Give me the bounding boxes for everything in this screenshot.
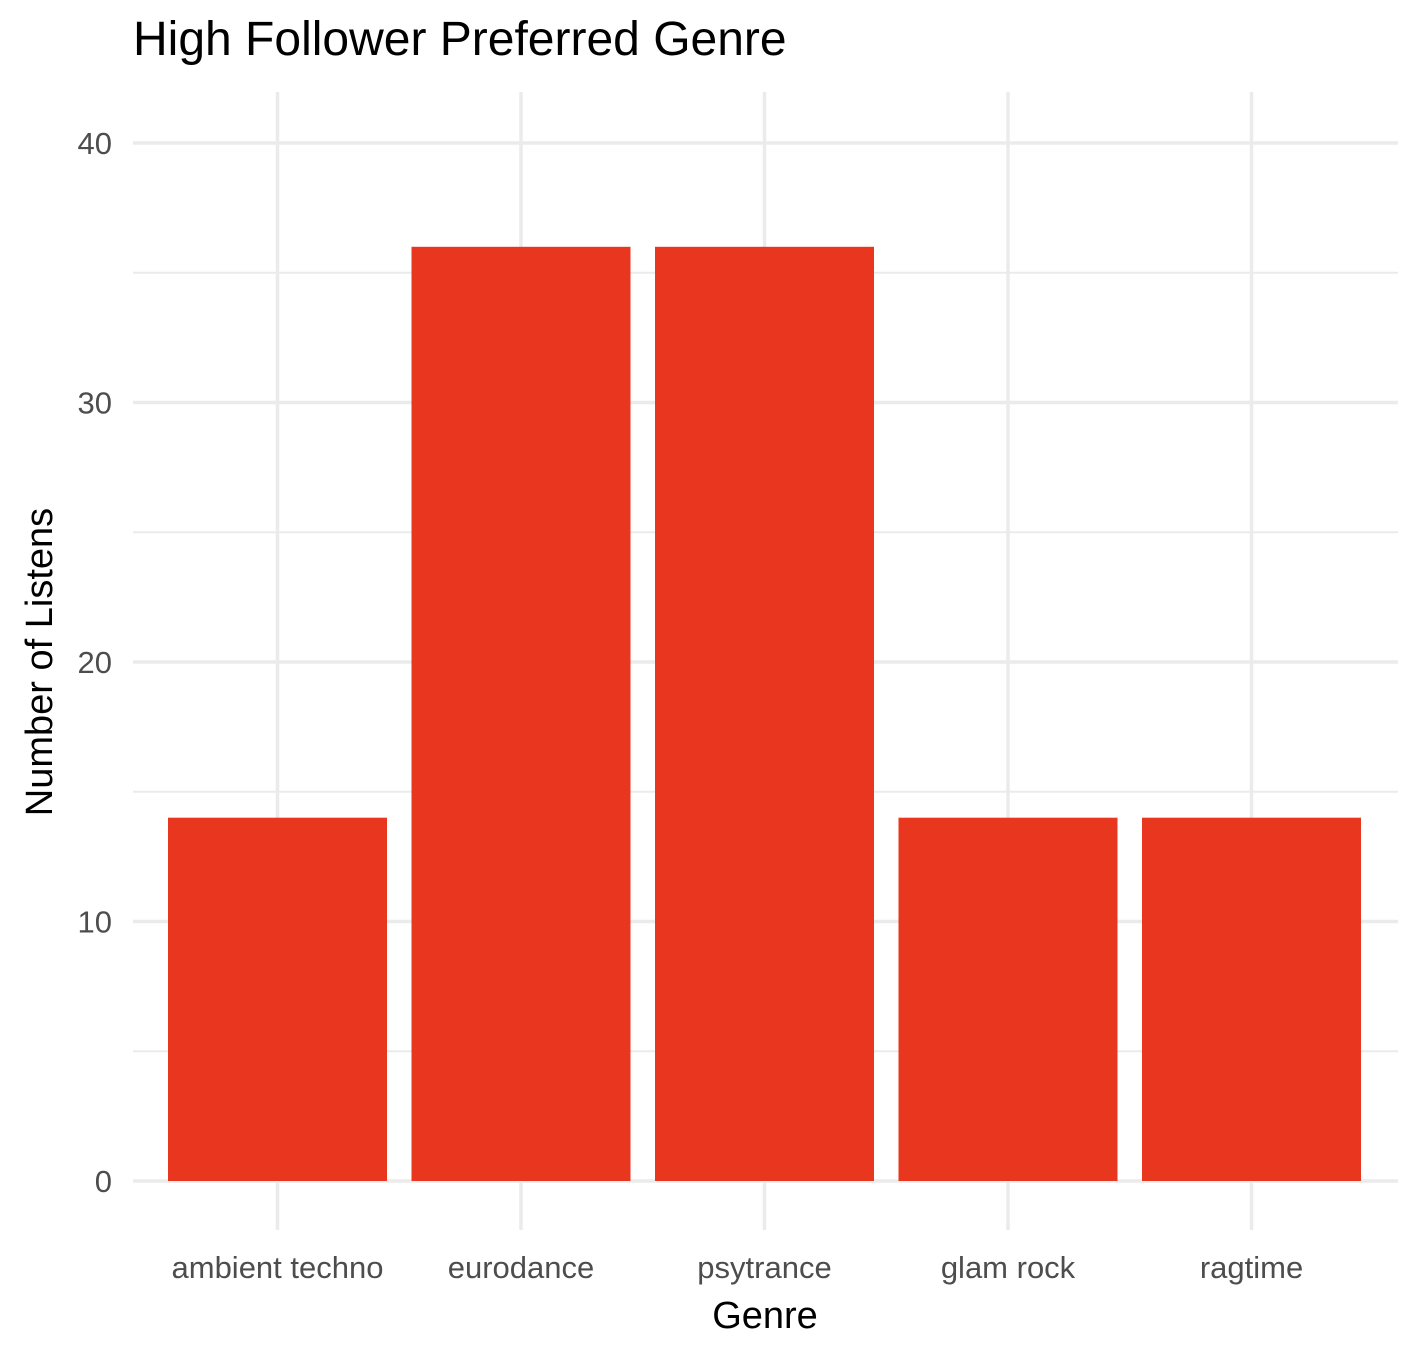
bars [168,246,1361,1182]
x-tick-label: psytrance [697,1250,831,1285]
y-tick-label: 10 [78,905,112,940]
x-tick-label: glam rock [941,1250,1076,1285]
bar-eurodance [411,246,631,1182]
y-tick-label: 30 [78,386,112,421]
y-tick-label: 0 [95,1164,112,1199]
x-tick-label: eurodance [448,1250,595,1285]
x-tick-label: ambient techno [172,1250,384,1285]
y-tick-label: 40 [78,126,112,161]
bar-glam-rock [898,817,1118,1181]
y-tick-labels: 0 10 20 30 40 [78,126,112,1199]
x-tick-label: ragtime [1200,1250,1303,1285]
bar-ambient-techno [168,817,387,1181]
y-tick-label: 20 [78,645,112,680]
x-tick-labels: ambient techno eurodance psytrance glam roc… [172,1250,1304,1285]
bar-ragtime [1142,817,1361,1181]
bar-psytrance [655,246,874,1182]
y-axis-title: Number of Listens [19,508,61,816]
x-axis-title: Genre [712,1295,818,1337]
chart-title: High Follower Preferred Genre [133,13,787,66]
